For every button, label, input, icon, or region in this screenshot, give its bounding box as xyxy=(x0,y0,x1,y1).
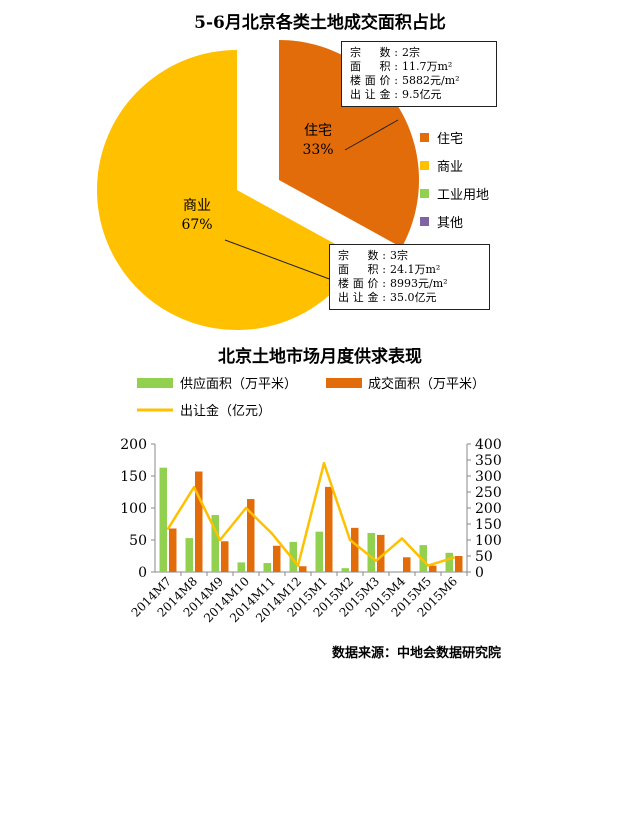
pie-legend-item: 住宅 xyxy=(420,128,463,147)
residential-callout-leader xyxy=(344,119,399,151)
bar-legend: 供应面积（万平米） 成交面积（万平米） 出让金（亿元） xyxy=(137,376,485,419)
bar-supply xyxy=(185,538,193,572)
legend-swatch xyxy=(420,217,429,226)
callout-key: 面 积: xyxy=(350,60,398,73)
pie-chart-title: 5-6月北京各类土地成交面积占比 xyxy=(194,13,446,33)
callout-key: 出让金: xyxy=(350,88,398,101)
callout-key: 出让金: xyxy=(338,291,386,304)
y-tick-label-right: 200 xyxy=(475,501,502,517)
slice-label-commercial: 商业 xyxy=(183,198,211,214)
data-source: 数据来源：中地会数据研究院 xyxy=(332,646,502,661)
point-revenue xyxy=(296,564,300,567)
bar-supply xyxy=(367,532,375,572)
slice-label-residential: 住宅 xyxy=(304,123,332,139)
bar-deal xyxy=(299,566,307,572)
pie-legend-item: 商业 xyxy=(420,156,463,175)
legend-label: 工业用地 xyxy=(437,188,490,203)
residential-callout: 宗 数: 2宗 面 积: 11.7万m² 楼面价: 5882元/m² 出让金: 9.5亿… xyxy=(341,41,497,107)
commercial-callout-leader xyxy=(224,239,333,281)
callout-key: 楼面价: xyxy=(338,277,386,290)
bar-deal xyxy=(273,545,281,572)
callout-value: 3宗 xyxy=(390,249,408,262)
bar-supply xyxy=(237,562,245,572)
legend-label-deal: 成交面积（万平米） xyxy=(368,376,485,392)
y-tick-label-right: 50 xyxy=(475,549,493,565)
legend-label-revenue: 出让金（亿元） xyxy=(180,403,271,419)
y-tick-label-left: 200 xyxy=(120,437,147,453)
bar-chart-title: 北京土地市场月度供求表现 xyxy=(218,347,422,367)
bar-supply xyxy=(211,515,219,572)
legend-label: 其他 xyxy=(437,216,464,231)
legend-swatch-deal xyxy=(326,378,362,388)
bar-supply xyxy=(315,531,323,572)
legend-label: 商业 xyxy=(437,160,464,175)
legend-swatch xyxy=(420,133,429,142)
point-revenue xyxy=(374,559,378,562)
point-revenue xyxy=(166,527,170,530)
bar-deal xyxy=(455,556,463,572)
point-revenue xyxy=(244,506,248,510)
y-tick-label-left: 50 xyxy=(129,533,147,549)
y-tick-label-left: 0 xyxy=(138,565,147,581)
point-revenue xyxy=(400,537,404,540)
point-revenue xyxy=(322,462,326,465)
slice-percent-commercial: 67% xyxy=(181,217,212,233)
bar-supply xyxy=(419,545,427,572)
bar-deal xyxy=(169,528,177,572)
bar-deal xyxy=(403,557,411,572)
callout-key: 宗 数: xyxy=(350,46,398,59)
bar-deal xyxy=(247,499,255,572)
bar-deal xyxy=(221,541,229,572)
bar-supply xyxy=(263,563,271,572)
point-revenue xyxy=(270,532,274,535)
commercial-callout: 宗 数: 3宗 面 积: 24.1万m² 楼面价: 8993元/m² 出让金: 35.0… xyxy=(329,244,490,310)
pie-legend-item: 工业用地 xyxy=(420,184,489,203)
bar-deal xyxy=(195,471,203,572)
y-tick-label-right: 150 xyxy=(475,517,502,533)
y-tick-label-right: 250 xyxy=(475,485,502,501)
point-revenue xyxy=(452,556,456,559)
point-revenue xyxy=(218,538,222,542)
callout-key: 楼面价: xyxy=(350,74,398,87)
bar-deal xyxy=(429,565,437,572)
bar-deal xyxy=(351,527,359,572)
y-tick-label-left: 100 xyxy=(120,501,147,517)
y-tick-label-right: 350 xyxy=(475,453,502,469)
pie-slice-commercial xyxy=(97,50,360,330)
bar-deal xyxy=(377,534,385,572)
bar-deal xyxy=(325,486,333,572)
legend-label: 住宅 xyxy=(437,132,464,147)
callout-value: 11.7万m² xyxy=(402,60,453,73)
plot-area: 0501001502000501001502002503003504002014… xyxy=(120,437,501,625)
callout-value: 5882元/m² xyxy=(402,74,460,87)
y-tick-label-right: 400 xyxy=(475,437,502,453)
callout-value: 35.0亿元 xyxy=(390,291,437,304)
y-tick-label-right: 100 xyxy=(475,533,502,549)
bar-supply xyxy=(289,541,297,572)
legend-label-supply: 供应面积（万平米） xyxy=(180,376,297,392)
callout-value: 9.5亿元 xyxy=(402,88,442,101)
bar-supply xyxy=(341,568,349,572)
callout-value: 2宗 xyxy=(402,46,420,59)
y-tick-label-right: 300 xyxy=(475,469,502,485)
callout-value: 24.1万m² xyxy=(390,263,441,276)
bar-chart: 供应面积（万平米） 成交面积（万平米） 出让金（亿元） 050100150200… xyxy=(120,376,501,625)
legend-swatch xyxy=(420,189,429,198)
point-revenue xyxy=(192,486,196,489)
point-revenue xyxy=(348,538,352,542)
pie-legend-item: 其他 xyxy=(420,212,463,231)
legend-swatch-supply xyxy=(137,378,173,388)
point-revenue xyxy=(426,564,430,567)
callout-key: 面 积: xyxy=(338,263,386,276)
bar-supply xyxy=(159,467,167,572)
legend-swatch xyxy=(420,161,429,170)
y-tick-label-left: 150 xyxy=(120,469,147,485)
callout-value: 8993元/m² xyxy=(390,277,448,290)
slice-percent-residential: 33% xyxy=(302,142,333,158)
line-revenue xyxy=(166,461,455,567)
callout-key: 宗 数: xyxy=(338,249,386,262)
pie-chart: 住宅 33% 商业 67% xyxy=(97,40,419,330)
bar-supply xyxy=(445,552,453,572)
y-tick-label-right: 0 xyxy=(475,565,484,581)
